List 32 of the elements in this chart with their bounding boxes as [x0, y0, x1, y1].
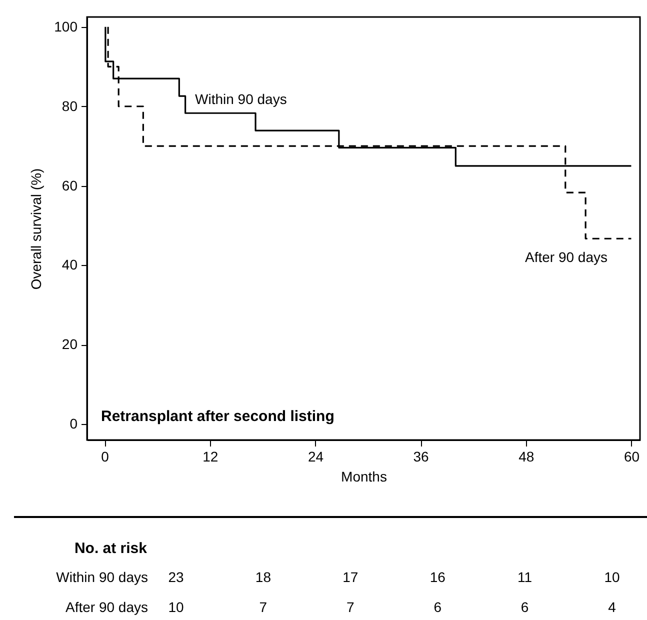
text: After 90 days — [66, 599, 148, 615]
text: 11 — [518, 569, 532, 585]
text: No. at risk — [74, 540, 148, 557]
y-tick-label: 0 — [70, 416, 78, 432]
x-tick-label: 36 — [413, 448, 430, 464]
x-tick-label: 48 — [518, 448, 534, 464]
x-tick-label: 60 — [624, 448, 640, 464]
text: 7 — [259, 599, 268, 615]
x-tick-label: 12 — [202, 448, 218, 464]
text: 6 — [434, 599, 442, 615]
y-tick-label: 40 — [62, 256, 78, 273]
text: 7 — [346, 599, 354, 615]
text: 10 — [604, 569, 620, 585]
text: 23 — [168, 569, 184, 585]
series-label: After 90 days — [525, 249, 608, 265]
y-tick-label: 80 — [62, 98, 78, 114]
x-axis-title: Months — [341, 468, 387, 484]
x-tick-label: 0 — [101, 448, 110, 464]
text: Within 90 days — [56, 569, 148, 585]
y-tick-label: 20 — [62, 336, 78, 352]
y-axis-title: Overall survival (%) — [28, 168, 44, 290]
annotation: Retransplant after second listing — [101, 408, 334, 425]
series-label: Within 90 days — [195, 91, 287, 107]
text: 10 — [168, 599, 184, 615]
y-tick-label: 100 — [54, 18, 78, 34]
text: 17 — [342, 569, 358, 585]
text: 16 — [430, 569, 446, 585]
y-tick-label: 60 — [62, 177, 78, 194]
text: 6 — [520, 599, 529, 615]
text: 18 — [255, 569, 272, 585]
text: 4 — [608, 599, 616, 615]
x-tick-label: 24 — [308, 448, 324, 464]
